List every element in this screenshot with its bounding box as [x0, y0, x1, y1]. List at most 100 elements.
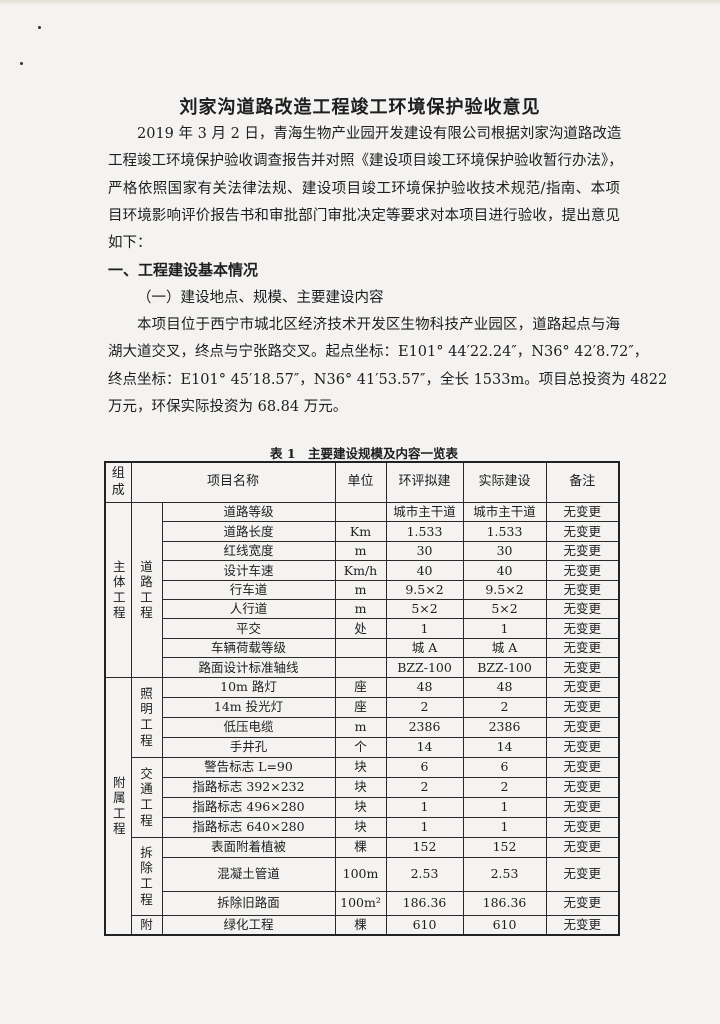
remark-cell: 无变更: [545, 716, 620, 738]
planned-cell: 1: [385, 816, 464, 838]
actual-cell: 6: [462, 756, 547, 778]
text-line: 严格依照国家有关法律法规、建设项目竣工环境保护验收技术规范/指南、本项: [108, 180, 620, 197]
text-line: 2019 年 3 月 2 日，青海生物产业园开发建设有限公司根据刘家沟道路改造: [137, 126, 622, 142]
remark-cell: 无变更: [545, 657, 620, 678]
table-row: 平交处 1 1 无变更: [105, 618, 620, 639]
planned-cell: 2: [385, 696, 464, 718]
planned-cell: 40: [385, 560, 464, 581]
planned-cell: 5×2: [385, 598, 464, 620]
actual-cell: 1: [462, 816, 547, 838]
item-name-cell: 表面附着植被: [161, 836, 336, 858]
table-row: 交通工程 警告标志 L=90 块 6 6 无变更: [105, 756, 620, 838]
header-remark: 备注: [545, 461, 620, 503]
remark-cell: 无变更: [545, 836, 620, 858]
unit-cell: 棵: [334, 914, 387, 936]
text-line: 本项目位于西宁市城北区经济技术开发区生物科技产业园区，道路起点与海: [137, 317, 620, 333]
item-name-cell: 10m 路灯: [161, 676, 336, 698]
item-name-cell: 警告标志 L=90: [161, 756, 336, 778]
planned-cell: 2: [385, 776, 464, 798]
item-name-cell: 路面设计标准轴线: [161, 657, 336, 678]
table-row: 附属工程 照明工程 10m 路灯座 48 48 无变更: [104, 676, 620, 936]
unit-cell: 100m²: [334, 890, 387, 916]
planned-cell: 1: [385, 618, 464, 639]
subgroup-cell: 附: [130, 914, 163, 936]
actual-cell: 30: [462, 540, 547, 562]
remark-cell: 无变更: [545, 501, 620, 523]
table-row: 指路标志 392×232 块 2 2 无变更: [105, 776, 620, 798]
item-name-cell: 混凝土管道: [161, 856, 336, 892]
location-paragraph: 本项目位于西宁市城北区经济技术开发区生物科技产业园区，道路起点与海 湖大道交叉，…: [108, 312, 668, 421]
header-actual: 实际建设: [462, 461, 547, 503]
actual-cell: 5×2: [462, 598, 547, 620]
unit-cell: 块: [334, 756, 387, 778]
actual-cell: 1: [462, 618, 547, 639]
table-row: 主体工程 道路工程 道路等级 城市主干道 城市主干道 无变更: [104, 501, 620, 678]
text-line: 如下：: [108, 235, 152, 252]
unit-cell: m: [334, 716, 387, 738]
subsection-heading: （一）建设地点、规模、主要建设内容: [137, 290, 384, 306]
remark-cell: 无变更: [545, 756, 620, 778]
scan-speck: [38, 26, 41, 29]
remark-cell: 无变更: [545, 796, 620, 818]
remark-cell: 无变更: [545, 696, 620, 718]
subgroup-cell: 道路工程: [130, 502, 163, 678]
actual-cell: 2.53: [462, 856, 547, 892]
unit-cell: 处: [334, 618, 387, 639]
scan-speck: [20, 62, 23, 65]
planned-cell: 6: [385, 756, 464, 778]
table-row: 红线宽度 m 30 30 无变更: [105, 540, 620, 562]
item-name-cell: 行车道: [161, 579, 336, 600]
remark-cell: 无变更: [545, 856, 620, 892]
subgroup-cell: 交通工程: [130, 756, 163, 838]
remark-cell: 无变更: [545, 914, 620, 936]
actual-cell: 48: [462, 676, 547, 698]
actual-cell: 610: [462, 914, 547, 936]
item-name-cell: 绿化工程: [161, 914, 336, 936]
unit-cell: 块: [334, 776, 387, 798]
actual-cell: 2: [462, 696, 547, 718]
item-name-cell: 低压电缆: [161, 716, 336, 738]
actual-cell: 2: [462, 776, 547, 798]
item-name-cell: 指路标志 392×232: [161, 776, 336, 798]
table-row: 行车道 m 9.5×2 9.5×2 无变更: [105, 579, 620, 600]
actual-cell: 1.533: [462, 521, 547, 542]
planned-cell: BZZ-100: [385, 657, 464, 678]
text-line: 终点坐标：E101° 45′18.57″，N36° 41′53.57″，全长 1…: [108, 371, 668, 388]
table-row: 指路标志 640×280 块 1 1 无变更: [105, 816, 620, 838]
unit-cell: 座: [334, 696, 387, 718]
actual-cell: 2386: [462, 716, 547, 738]
table-row: 混凝土管道 100m 2.53 2.53 无变更: [105, 856, 620, 892]
table-row: 14m 投光灯座 2 2 无变更: [105, 696, 620, 718]
planned-cell: 30: [385, 540, 464, 562]
item-name-cell: 14m 投光灯: [161, 696, 336, 718]
remark-cell: 无变更: [545, 816, 620, 838]
actual-cell: 186.36: [462, 890, 547, 916]
item-name-cell: 车辆荷载等级: [161, 637, 336, 659]
item-name-cell: 拆除旧路面: [161, 890, 336, 916]
remark-cell: 无变更: [545, 676, 620, 698]
actual-cell: BZZ-100: [462, 657, 547, 678]
section-heading: 一、工程建设基本情况: [108, 261, 259, 279]
remark-cell: 无变更: [545, 637, 620, 659]
text-line: 工程竣工环境保护验收调查报告并对照《建设项目竣工环境保护验收暂行办法》，: [108, 153, 623, 170]
table-row: 手井孔个 14 14 无变更: [105, 736, 620, 758]
remark-cell: 无变更: [545, 579, 620, 600]
subgroup-cell: 拆除工程: [130, 836, 163, 916]
remark-cell: 无变更: [545, 618, 620, 639]
unit-cell: m: [334, 540, 387, 562]
table-header-row: 组成 项目名称 单位 环评拟建 实际建设 备注: [104, 461, 620, 503]
construction-scale-table: 组成 项目名称 单位 环评拟建 实际建设 备注 主体工程 道路工程 道路等级 城市主干…: [104, 461, 621, 937]
table-row: 附绿化工程棵 610 610 无变更: [105, 914, 620, 936]
unit-cell: Km: [334, 521, 387, 542]
planned-cell: 城市主干道: [385, 501, 464, 523]
actual-cell: 152: [462, 836, 547, 858]
planned-cell: 2.53: [385, 856, 464, 892]
actual-cell: 1: [462, 796, 547, 818]
item-name-cell: 手井孔: [161, 736, 336, 758]
scan-edge: [0, 0, 720, 6]
unit-cell: 个: [334, 736, 387, 758]
actual-cell: 40: [462, 560, 547, 581]
table-row: 拆除工程 表面附着植被棵 152 152 无变更: [105, 836, 620, 916]
unit-cell: m: [334, 579, 387, 600]
